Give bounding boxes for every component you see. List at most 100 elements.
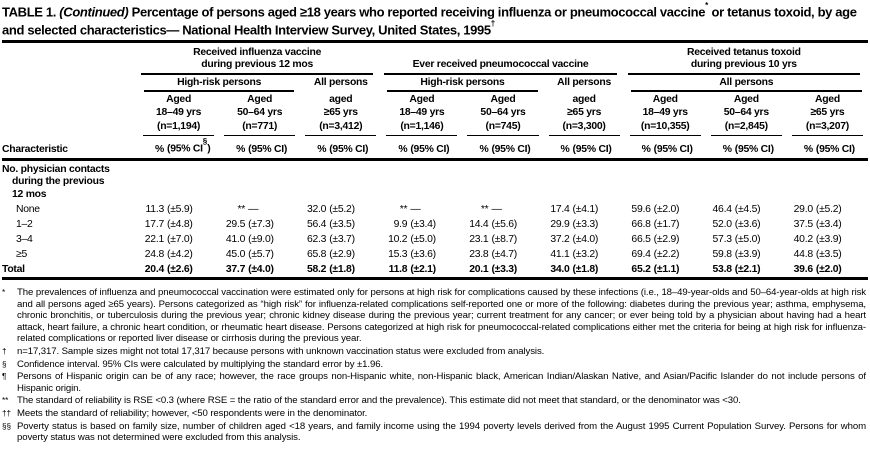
ci-label: (95% CI) [410,143,450,155]
data-cell-1-2-col7: 66.8 (±1.7) [625,217,706,232]
group-title-tetanus: Received tetanus toxoid during previous 1… [627,45,860,75]
row-label-5-plus: ≥5 [16,249,27,261]
ci-value: (±4.7) [491,249,518,261]
ci-value: (±2.1) [410,264,436,276]
pct-ci-head-2: % (95% CI) [219,136,300,157]
pct-value: 58.2 [306,264,327,276]
column-head-8: Aged 50–64 yrs (n=2,845) [710,92,782,137]
footnote-marker: § [2,359,7,369]
pct-value: 11.8 [388,264,408,276]
footnote-3: § Confidence interval. 95% CIs were calcu… [2,359,868,371]
ci-value: (±2.0) [815,264,842,276]
table-title-body: Percentage of persons aged ≥18 years who… [131,4,706,20]
pct-value: 66.5 [631,234,651,246]
table-title-continued: (Continued) [59,4,129,20]
ci-label: (95% CI) [653,143,693,155]
column-head-line: (n=1,146) [400,120,444,132]
group-title-line: Received influenza vaccine [193,46,322,58]
pct-value: 10.2 [388,234,408,246]
ci-value: (±4.0) [248,264,274,276]
ci-value: (±5.2) [815,204,842,216]
footnote-text: Confidence interval. 95% CIs were calcul… [17,358,384,370]
data-cell-total-col9: 39.6 (±2.0) [787,262,868,277]
ci-value: (±9.0) [248,234,274,246]
data-cell-1-2-col5: 14.4 (±5.6) [462,217,543,232]
pct-value: 41.0 [225,234,246,246]
pct-value: 20.1 [469,264,489,276]
pct-value: 29.0 [793,204,813,216]
footnotes: * The prevalences of influenza and pneumo… [2,287,868,444]
pct-value: 24.8 [144,249,164,261]
ci-value: (±5.7) [248,249,274,261]
data-cell-1-2-col2: 29.5 (±7.3) [219,217,300,232]
footnote-6: †† Meets the standard of reliability; how… [2,408,868,420]
pct-symbol: % [398,143,408,155]
data-cell-3-4-col2: 41.0 (±9.0) [219,232,300,247]
ci-value: (±2.1) [734,264,761,276]
subgroup-tetanus: All persons [630,75,862,92]
pct-symbol: % [722,143,732,155]
pct-ci-head-8: % (95% CI) [706,136,787,157]
data-cell-5-plus-col6: 41.1 (±3.2) [544,247,625,262]
section-header-line: 12 mos [12,189,47,201]
group-title-line: Received tetanus toxoid [686,46,801,58]
column-head-line: (n=771) [242,120,278,132]
ci-value: (±4.1) [572,204,599,216]
column-head-line: (n=3,412) [319,120,363,132]
data-cell-5-plus-col9: 44.8 (±3.5) [787,247,868,262]
data-cell-total-col1: 20.4 (±2.6) [138,262,219,277]
column-head-line: Aged [652,93,678,105]
ci-value: (±5.0) [410,234,436,246]
data-cell-none-col1: 11.3 (±5.9) [138,202,219,217]
ci-value: (±4.2) [167,249,193,261]
column-head-line: (n=1,194) [157,120,201,132]
pct-value: 59.8 [712,249,732,261]
bottom-rule [2,277,868,281]
footnote-marker: * [2,288,6,298]
pct-value: 23.1 [469,234,489,246]
ci-value: (±5.6) [491,219,518,231]
column-head-line: 18–49 yrs [155,107,202,119]
pct-symbol: % [236,143,246,155]
footnote-marker-dagger: † [490,19,496,29]
footnote-1: * The prevalences of influenza and pneumo… [2,287,868,345]
pct-value: ** [480,204,489,216]
table-title-label: TABLE 1. [2,4,57,20]
pct-ci-head-1: % (95% CI§) [138,136,219,157]
ci-value: (±5.9) [167,204,193,216]
data-cell-total-col7: 65.2 (±1.1) [625,262,706,277]
footnote-text: Persons of Hispanic origin can be of any… [17,371,866,394]
footnote-text: Poverty status is based on family size, … [17,420,866,444]
subgroup-influenza: High-risk persons [144,75,295,92]
pct-value: 15.3 [388,249,408,261]
pct-value: 37.2 [550,234,570,246]
column-head-line: (n=10,355) [640,120,690,132]
pct-value: 20.4 [144,264,164,276]
pct-value: ** [237,204,246,216]
data-cell-5-plus-col2: 45.0 (±5.7) [219,247,300,262]
pct-value: 9.9 [393,219,408,231]
ci-value: (±1.7) [653,219,680,231]
data-cell-1-2-col4: 9.9 (±3.4) [381,217,462,232]
data-cell-5-plus-col7: 69.4 (±2.2) [625,247,706,262]
pct-ci-head-6: % (95% CI) [544,136,625,157]
group-title-pneumococcal: Ever received pneumococcal vaccine [384,45,617,75]
column-head-line: ≥65 yrs [323,107,358,119]
pct-value: 29.9 [550,219,570,231]
footnote-text: The standard of reliability is RSE <0.3 … [17,395,741,407]
header-rule [2,157,868,161]
table-header: Received influenza vaccine during previou… [2,43,868,158]
group-title-influenza: Received influenza vaccine during previou… [141,45,374,75]
ci-value: (±8.7) [491,234,518,246]
footnote-marker-section: § [202,137,208,147]
data-cell-none-col4: ** — [381,202,462,217]
footnote-text: n=17,317. Sample sizes might not total 1… [17,345,545,357]
footnote-4: ¶ Persons of Hispanic origin can be of an… [2,371,868,394]
ci-value: (±3.4) [410,219,436,231]
ci-value: (±3.9) [734,249,761,261]
footnote-2: † n=17,317. Sample sizes might not total … [2,346,868,358]
pct-value: 56.4 [306,219,327,231]
pct-value: 39.6 [793,264,813,276]
subgroup-pneumococcal: High-risk persons [387,75,538,92]
